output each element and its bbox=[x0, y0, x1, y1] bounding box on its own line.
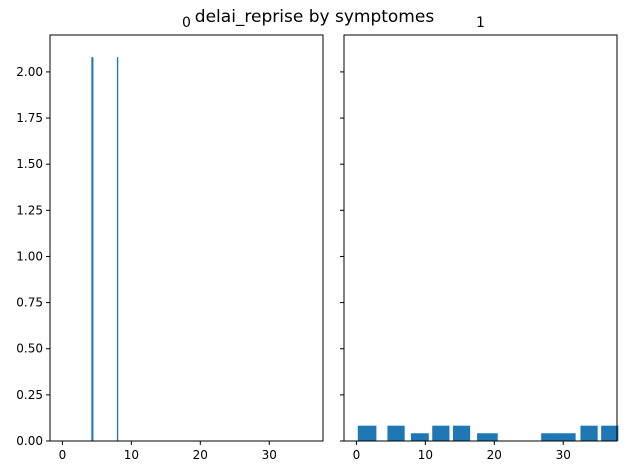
x-tick-label: 10 bbox=[418, 448, 433, 462]
y-tick-label: 0.00 bbox=[16, 434, 43, 448]
y-tick-label: 1.25 bbox=[16, 203, 43, 217]
x-tick-label: 20 bbox=[487, 448, 502, 462]
x-tick-label: 0 bbox=[353, 448, 361, 462]
histogram-bar bbox=[357, 425, 377, 441]
y-tick-label: 0.75 bbox=[16, 296, 43, 310]
subplot-title: 0 bbox=[182, 15, 191, 31]
histogram-bar bbox=[91, 57, 94, 442]
figure-title: delai_reprise by symptomes bbox=[194, 7, 435, 27]
histogram-bar bbox=[116, 57, 119, 442]
histogram-bar bbox=[601, 425, 619, 441]
y-tick-label: 1.75 bbox=[16, 111, 43, 125]
x-tick-label: 30 bbox=[262, 448, 277, 462]
x-tick-label: 0 bbox=[59, 448, 67, 462]
x-tick-label: 30 bbox=[556, 448, 571, 462]
subplot-1: 0 10 20 30 1 bbox=[340, 15, 619, 462]
histogram-bar bbox=[387, 425, 405, 441]
y-tick-label: 0.25 bbox=[16, 388, 43, 402]
axes-frame bbox=[343, 34, 618, 442]
subplot-0: 0 10 20 30 0.00 0.25 0.50 0.75 1.00 1.25 1.50 1.75 2… bbox=[16, 15, 324, 462]
x-tick-label: 10 bbox=[124, 448, 139, 462]
y-tick-label: 1.00 bbox=[16, 249, 43, 263]
histogram-bar bbox=[410, 433, 429, 441]
x-tick-label: 20 bbox=[193, 448, 208, 462]
y-tick-label: 2.00 bbox=[16, 65, 43, 79]
histogram-bar bbox=[541, 433, 576, 441]
y-tick-label: 0.50 bbox=[16, 342, 43, 356]
histogram-bar bbox=[477, 433, 498, 441]
histogram-bar bbox=[580, 425, 598, 441]
histogram-bar bbox=[452, 425, 471, 441]
histogram-bar bbox=[432, 425, 450, 441]
subplot-title: 1 bbox=[476, 15, 485, 31]
axes-frame bbox=[49, 34, 324, 442]
y-tick-label: 1.50 bbox=[16, 157, 43, 171]
